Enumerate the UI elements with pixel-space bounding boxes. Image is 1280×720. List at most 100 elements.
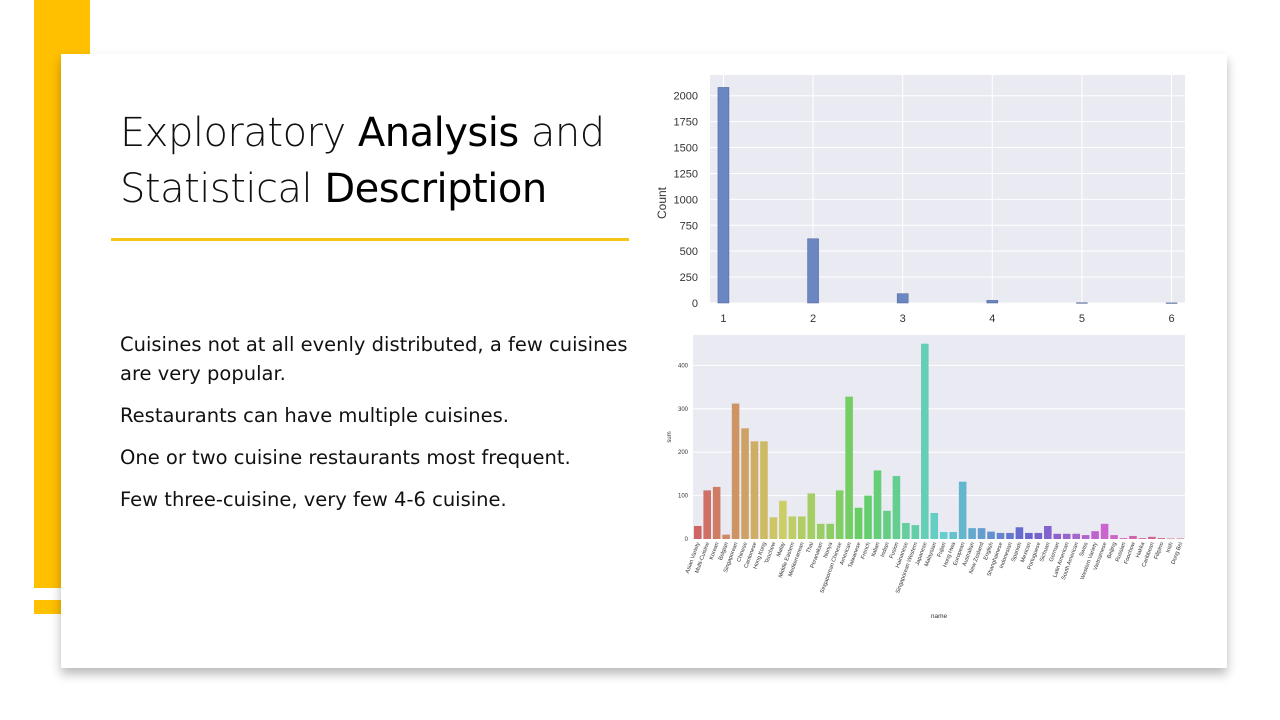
x-tick-label: 1 [720, 313, 726, 325]
x-tick-label: Korean [709, 542, 721, 561]
y-tick-label: 100 [678, 494, 689, 500]
category-bar [1081, 535, 1090, 539]
title-text: Exploratory [120, 110, 358, 156]
x-tick-label: 6 [1168, 313, 1174, 325]
accent-bar-top [34, 0, 90, 54]
title-text: and [518, 110, 605, 156]
title-text: Statistical [120, 166, 325, 212]
category-bar [1157, 538, 1166, 539]
x-tick-label: 2 [810, 313, 816, 325]
category-bar [911, 525, 920, 539]
histogram-bar [717, 87, 730, 304]
category-bar [788, 516, 797, 539]
category-bar [807, 493, 816, 539]
title-emphasis: Analysis [357, 110, 519, 156]
category-bar [712, 486, 721, 539]
category-bar [1129, 535, 1137, 539]
x-axis-label: name [931, 613, 948, 620]
x-tick-label: 3 [900, 313, 906, 325]
category-bar [864, 495, 872, 539]
histogram-bar [807, 238, 819, 304]
plot-background [710, 75, 1185, 303]
x-tick-label: English [983, 542, 995, 561]
y-axis-label: sum [667, 431, 673, 442]
y-tick-label: 0 [685, 537, 689, 543]
category-bar [921, 343, 929, 539]
y-tick-label: 0 [692, 298, 698, 310]
category-bar [845, 396, 853, 539]
cuisine-count-histogram: 0 250 500 750 1000 1250 1500 1750 2000 1 2 3 4 5 6 Coun… [655, 75, 1185, 325]
x-tick-label: Italian [871, 542, 882, 558]
x-tick-label: Irish [1165, 542, 1174, 554]
category-bar [703, 490, 711, 539]
x-tick-label: Indian [880, 542, 891, 558]
category-bar [741, 428, 749, 539]
category-bar [977, 528, 986, 539]
category-bar [1119, 538, 1128, 539]
y-tick-label: 2000 [674, 91, 698, 103]
bullet-item: Cuisines not at all evenly distributed, … [120, 333, 628, 385]
plot-background [693, 335, 1185, 539]
y-tick-label: 1250 [674, 168, 698, 180]
category-bar [1091, 531, 1099, 539]
category-bar [949, 532, 957, 539]
category-bar [1138, 538, 1147, 539]
x-tick-label: Beijing [1107, 542, 1118, 560]
x-tick-label: Hakka [1135, 541, 1146, 559]
category-bar [798, 516, 806, 539]
category-bar [779, 500, 787, 539]
category-bar [1176, 538, 1185, 540]
y-tick-label: 1000 [674, 194, 698, 206]
x-tick-label: French [860, 542, 872, 560]
category-bar [826, 523, 834, 539]
histogram-bar [896, 293, 909, 304]
bullet-list: Cuisines not at all evenly distributed, … [120, 330, 640, 527]
y-axis-label: Count [655, 186, 669, 219]
category-bar [816, 523, 825, 539]
x-tick-label: Fusion [889, 542, 900, 560]
category-bar [1110, 535, 1118, 539]
histogram-bar [1165, 302, 1178, 304]
category-bar [892, 476, 901, 539]
title-emphasis: Description [324, 166, 547, 212]
category-bar [958, 481, 967, 539]
category-bar [1044, 525, 1052, 539]
y-tick-label: 1500 [674, 143, 698, 155]
category-bar [1025, 532, 1033, 539]
category-bar [1015, 527, 1024, 539]
x-tick-label: 4 [989, 313, 995, 325]
category-bar [722, 534, 730, 539]
category-bar [939, 532, 948, 539]
accent-bar-foot [34, 600, 61, 614]
y-tick-label: 1750 [674, 117, 698, 129]
category-bar [987, 531, 995, 539]
x-tick-label: Malay [776, 541, 787, 557]
category-bar [1034, 532, 1043, 539]
category-bar [1062, 533, 1071, 539]
category-bar [1100, 523, 1109, 539]
category-bar [750, 441, 759, 539]
histogram-bar [986, 300, 999, 304]
y-tick-label: 750 [680, 220, 698, 232]
histogram-bar [1076, 302, 1088, 304]
category-bar [968, 528, 976, 539]
category-bar [769, 517, 778, 539]
category-bar [693, 525, 702, 539]
x-tick-label: 5 [1079, 313, 1085, 325]
x-tick-label: Thai [806, 542, 815, 554]
category-bar [873, 470, 882, 539]
y-tick-label: 300 [678, 407, 689, 413]
category-bar [760, 441, 768, 539]
title-underline [111, 238, 629, 241]
category-bar [883, 510, 891, 539]
category-bar [1053, 533, 1062, 539]
bullet-item: Few three-cuisine, very few 4-6 cuisine. [120, 488, 507, 511]
category-bar [930, 512, 939, 539]
x-tick-label: Swiss [1079, 541, 1090, 557]
y-tick-label: 400 [678, 363, 689, 369]
category-bar [731, 403, 740, 539]
category-bar [996, 532, 1005, 539]
category-bar [1072, 533, 1080, 539]
category-bar [1006, 532, 1014, 539]
